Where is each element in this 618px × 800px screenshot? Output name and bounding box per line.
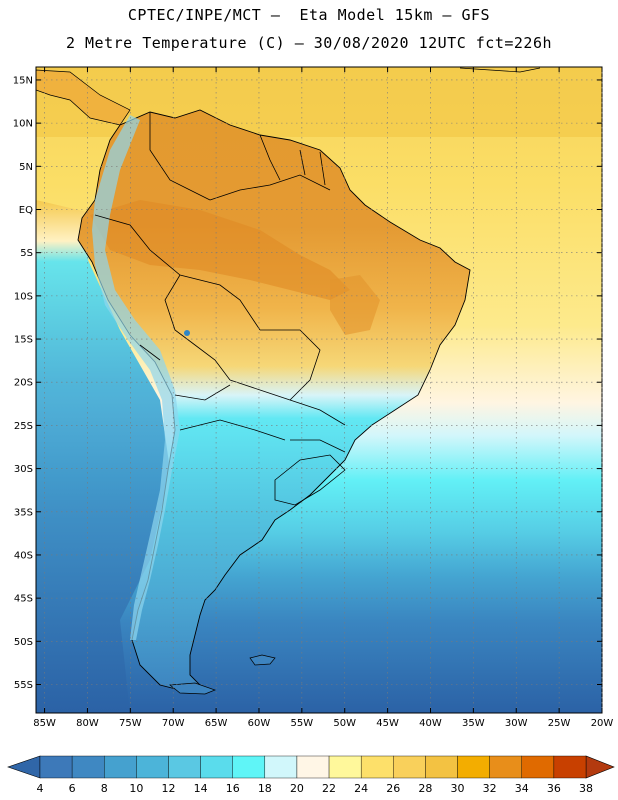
colorbar-swatch bbox=[393, 755, 426, 779]
lon-label: 50W bbox=[333, 718, 356, 729]
amazon-hot-zone bbox=[90, 200, 350, 300]
lat-label: 10N bbox=[13, 119, 33, 130]
colorbar-label: 8 bbox=[101, 782, 108, 795]
colorbar-swatch bbox=[71, 755, 105, 779]
lon-label: 55W bbox=[291, 718, 314, 729]
colorbar-label: 36 bbox=[547, 782, 561, 795]
lat-label: 35S bbox=[14, 507, 33, 518]
colorbar-swatch bbox=[39, 755, 73, 779]
colorbar-label: 28 bbox=[418, 782, 432, 795]
lon-label: 45W bbox=[376, 718, 399, 729]
country-borders bbox=[94, 112, 346, 506]
andes-cold-strip bbox=[92, 115, 180, 640]
lat-label: 25S bbox=[14, 421, 33, 432]
lat-label: 30S bbox=[14, 464, 33, 475]
colorbar-swatch bbox=[328, 755, 362, 779]
colorbar-swatch bbox=[136, 755, 169, 779]
colorbar-label: 14 bbox=[194, 782, 208, 795]
colorbar-over-arrow bbox=[585, 755, 615, 779]
colorbar: 4 6 8 10 12 14 16 18 20 22 24 26 28 30 32 34 36 38 bbox=[7, 755, 615, 795]
lat-label: 45S bbox=[14, 594, 33, 605]
lon-label: 35W bbox=[462, 718, 485, 729]
colorbar-swatch bbox=[200, 755, 233, 779]
lon-label: 70W bbox=[162, 718, 185, 729]
colorbar-label: 22 bbox=[322, 782, 336, 795]
colorbar-swatch bbox=[168, 755, 201, 779]
lon-label: 25W bbox=[548, 718, 571, 729]
colorbar-label: 38 bbox=[579, 782, 593, 795]
colorbar-label: 10 bbox=[129, 782, 143, 795]
colorbar-swatch bbox=[232, 755, 266, 779]
falkland-islands bbox=[249, 654, 276, 666]
colorbar-swatch bbox=[425, 755, 458, 779]
lon-label: 40W bbox=[419, 718, 442, 729]
lon-label: 30W bbox=[505, 718, 528, 729]
lon-label: 75W bbox=[119, 718, 142, 729]
colorbar-label: 34 bbox=[515, 782, 529, 795]
colorbar-label: 4 bbox=[37, 782, 44, 795]
lake-titicaca bbox=[184, 330, 190, 336]
colorbar-swatch bbox=[296, 755, 330, 779]
lat-label: 55S bbox=[14, 680, 33, 691]
colorbar-swatch bbox=[521, 755, 555, 779]
lat-label: 40S bbox=[14, 550, 33, 561]
lon-label: 85W bbox=[33, 718, 56, 729]
longitude-labels: 85W 80W 75W 70W 65W 60W 55W 50W 45W 40W 35W 30W 25W 2… bbox=[33, 718, 613, 729]
colorbar-under-arrow bbox=[7, 755, 41, 779]
colorbar-label: 32 bbox=[483, 782, 497, 795]
latitude-labels: 15N 10N 5N EQ 5S 10S 15S 20S 25S 30S 35S 40S 45S 50S 5… bbox=[13, 75, 33, 691]
lat-label: 5S bbox=[20, 248, 33, 259]
colorbar-label: 16 bbox=[226, 782, 240, 795]
colorbar-swatch bbox=[489, 755, 522, 779]
colorbar-swatch bbox=[360, 755, 394, 779]
lon-label: 65W bbox=[205, 718, 228, 729]
lat-label: 50S bbox=[14, 637, 33, 648]
pacific-ocean bbox=[36, 200, 170, 713]
lat-label: 10S bbox=[14, 291, 33, 302]
map-frame bbox=[35, 66, 603, 714]
colorbar-label: 18 bbox=[258, 782, 272, 795]
lat-label: 5N bbox=[19, 162, 33, 173]
lat-label: 20S bbox=[14, 378, 33, 389]
colorbar-swatch bbox=[264, 755, 298, 779]
colorbar-swatch bbox=[104, 755, 137, 779]
lon-label: 80W bbox=[76, 718, 99, 729]
tierra-del-fuego bbox=[169, 682, 216, 695]
lon-label: 60W bbox=[248, 718, 271, 729]
lon-label: 20W bbox=[591, 718, 614, 729]
colorbar-label: 30 bbox=[451, 782, 465, 795]
central-america bbox=[36, 69, 131, 126]
colorbar-label: 24 bbox=[354, 782, 368, 795]
title-line-2: 2 Metre Temperature (C) – 30/08/2020 12U… bbox=[65, 34, 553, 52]
central-brazil-hot-zone bbox=[330, 275, 380, 335]
lat-label: 15N bbox=[13, 75, 33, 86]
colorbar-swatch bbox=[457, 755, 490, 779]
colorbar-label: 20 bbox=[290, 782, 304, 795]
title-line-1: CPTEC/INPE/MCT – Eta Model 15km – GFS bbox=[127, 6, 491, 24]
lat-label: EQ bbox=[19, 205, 33, 216]
colorbar-label: 12 bbox=[161, 782, 175, 795]
colorbar-label: 6 bbox=[69, 782, 76, 795]
lat-label: 15S bbox=[14, 335, 33, 346]
colorbar-swatch bbox=[553, 755, 587, 779]
colorbar-label: 26 bbox=[386, 782, 400, 795]
caribbean-islands bbox=[459, 67, 541, 73]
graticule bbox=[36, 67, 603, 713]
